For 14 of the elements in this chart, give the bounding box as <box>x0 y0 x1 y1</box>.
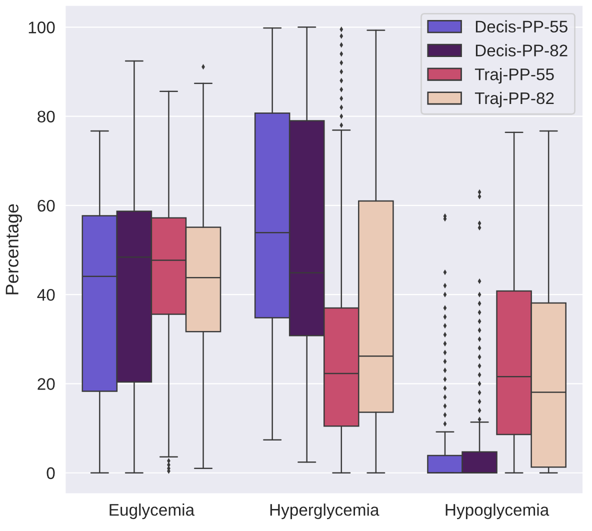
legend-label: Traj-PP-82 <box>474 92 554 108</box>
legend-label: Decis-PP-55 <box>476 20 568 33</box>
x-tick-label: Hypoglycemia <box>446 504 550 520</box>
x-tick-label: Hyperglycemia <box>270 504 380 520</box>
y-axis-title: Percentage <box>6 204 22 294</box>
y-tick-label: 100 <box>28 22 55 34</box>
y-tick-label: 0 <box>46 467 55 480</box>
legend-label: Decis-PP-82 <box>476 44 568 56</box>
legend-label: Traj-PP-55 <box>474 68 554 84</box>
y-tick-label: 60 <box>38 200 55 212</box>
y-tick-label: 20 <box>38 378 55 390</box>
y-tick-label: 80 <box>38 110 55 122</box>
x-tick-label: Euglycemia <box>110 504 195 520</box>
y-tick-label: 40 <box>37 288 55 301</box>
